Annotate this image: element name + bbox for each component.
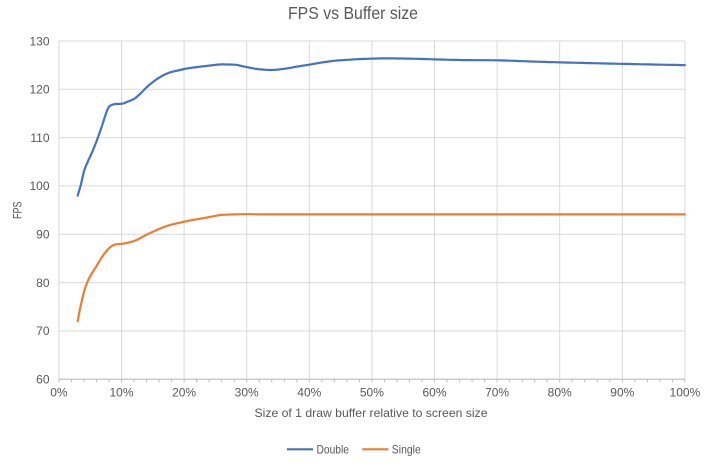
- svg-text:Single: Single: [392, 443, 421, 457]
- svg-text:90: 90: [36, 228, 50, 242]
- svg-text:130: 130: [29, 34, 49, 48]
- svg-text:80: 80: [36, 276, 50, 290]
- svg-text:FPS vs Buffer size: FPS vs Buffer size: [288, 3, 418, 23]
- svg-text:30%: 30%: [235, 386, 259, 400]
- svg-text:100: 100: [29, 179, 49, 193]
- svg-text:90%: 90%: [610, 386, 634, 400]
- svg-text:70: 70: [36, 324, 50, 338]
- svg-text:100%: 100%: [670, 386, 701, 400]
- svg-text:60%: 60%: [422, 386, 446, 400]
- svg-text:120: 120: [29, 83, 49, 97]
- svg-text:110: 110: [30, 131, 49, 145]
- svg-text:Double: Double: [317, 443, 350, 457]
- svg-text:Size of 1 draw buffer relative: Size of 1 draw buffer relative to screen…: [255, 406, 488, 420]
- svg-text:70%: 70%: [485, 386, 509, 400]
- svg-text:60: 60: [36, 373, 50, 387]
- svg-text:0%: 0%: [50, 386, 68, 400]
- svg-text:40%: 40%: [297, 386, 321, 400]
- svg-text:20%: 20%: [172, 386, 196, 400]
- svg-text:10%: 10%: [109, 386, 133, 400]
- svg-text:80%: 80%: [548, 386, 572, 400]
- svg-text:FPS: FPS: [11, 201, 25, 219]
- svg-text:50%: 50%: [360, 386, 384, 400]
